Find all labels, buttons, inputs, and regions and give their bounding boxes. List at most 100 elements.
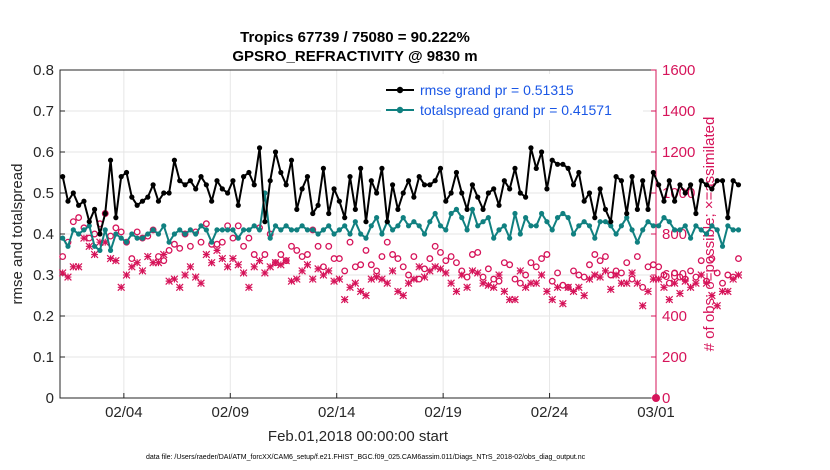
rmse-point [203, 182, 209, 188]
totalspread-point [698, 227, 704, 233]
y-left-tick-label: 0 [46, 390, 54, 407]
obs-assimilated-point [64, 273, 72, 281]
rmse-point [608, 219, 614, 225]
obs-assimilated-point [702, 279, 711, 288]
totalspread-point [246, 227, 252, 233]
rmse-point [193, 186, 199, 192]
totalspread-point [640, 227, 646, 233]
rmse-series [60, 145, 742, 237]
rmse-point [379, 165, 385, 171]
totalspread-point [549, 227, 555, 233]
obs-possible-point [719, 279, 726, 287]
obs-assimilated-point [665, 295, 674, 304]
rmse-point [166, 190, 172, 196]
rmse-point [230, 178, 236, 184]
y-right-tick-label: 1200 [662, 144, 695, 161]
obs-assimilated-point [112, 256, 120, 265]
obs-assimilated-point [580, 291, 588, 300]
y-left-tick-label: 0.2 [33, 308, 54, 325]
obs-assimilated-point [149, 258, 157, 267]
totalspread-point [171, 231, 178, 237]
obs-assimilated-point [223, 262, 232, 271]
legend-spread-label: totalspread grand pr = 0.41571 [420, 102, 612, 118]
legend-rmse-label: rmse grand pr = 0.51315 [420, 82, 574, 98]
obs-possible-point [570, 267, 577, 275]
rmse-point [209, 198, 215, 204]
obs-assimilated-point [122, 271, 131, 279]
obs-possible-point [250, 251, 258, 258]
obs-possible-point [591, 251, 599, 258]
obs-assimilated-point [128, 262, 136, 271]
obs-possible-point [261, 251, 269, 258]
rmse-point [97, 231, 103, 237]
obs-assimilated-point [282, 256, 290, 265]
rmse-point [86, 219, 92, 225]
rmse-point [624, 210, 630, 217]
totalspread-point [485, 215, 491, 221]
obs-assimilated-point [415, 262, 424, 271]
obs-assimilated-point [117, 283, 126, 292]
obs-assimilated-point [292, 275, 301, 283]
totalspread-point [421, 231, 428, 237]
legend-rmse-marker [396, 86, 404, 94]
obs-assimilated-point [74, 262, 83, 271]
obs-assimilated-point [255, 256, 264, 265]
obs-possible-point [69, 218, 77, 226]
rmse-point [342, 215, 348, 221]
obs-assimilated-point [516, 267, 525, 275]
rmse-point [171, 157, 178, 163]
obs-assimilated-point [649, 275, 658, 283]
obs-possible-point [373, 267, 381, 275]
obs-assimilated-point [356, 287, 365, 296]
obs-assimilated-point [441, 269, 450, 277]
rmse-point [299, 186, 305, 192]
obs-assimilated-point [234, 260, 243, 269]
obs-possible-point [697, 257, 705, 265]
obs-possible-point [234, 222, 242, 230]
rmse-point [315, 202, 321, 208]
rmse-point [129, 194, 135, 200]
rmse-point [336, 198, 342, 204]
obs-assimilated-point [181, 271, 189, 279]
rmse-point [177, 178, 183, 184]
obs-assimilated-point [697, 271, 706, 279]
obs-assimilated-point [388, 267, 397, 275]
rmse-point [187, 178, 193, 184]
rmse-point [139, 198, 146, 204]
obs-possible-point [170, 240, 178, 248]
obs-assimilated-point [734, 271, 743, 279]
rmse-point [225, 190, 231, 196]
totalspread-point [693, 223, 699, 229]
obs-possible-point [277, 251, 285, 258]
rmse-point [363, 219, 369, 225]
chart-title-line1: Tropics 67739 / 75080 = 90.222% [240, 29, 470, 46]
totalspread-point [214, 227, 220, 233]
obs-assimilated-point [186, 262, 195, 271]
obs-assimilated-point [207, 258, 216, 267]
totalspread-point [459, 215, 465, 221]
obs-possible-point [245, 234, 253, 242]
obs-assimilated-point [622, 279, 631, 288]
rmse-point [597, 186, 603, 192]
obs-possible-point [383, 238, 391, 246]
totalspread-point [597, 219, 603, 225]
rmse-point [384, 219, 390, 225]
obs-assimilated-point [159, 250, 168, 259]
totalspread-point [618, 223, 625, 229]
obs-possible-point [484, 265, 492, 273]
rmse-point [113, 215, 119, 221]
rmse-point [347, 174, 353, 180]
obs-assimilated-point [250, 262, 259, 271]
totalspread-point [411, 219, 417, 225]
totalspread-point [672, 227, 678, 233]
rmse-point [650, 169, 656, 176]
rmse-point [549, 157, 555, 163]
totalspread-point [219, 227, 225, 233]
obs-assimilated-point [521, 283, 530, 292]
totalspread-point [581, 219, 587, 225]
totalspread-point [230, 227, 236, 233]
obs-possible-point [176, 244, 184, 252]
obs-assimilated-point [239, 269, 248, 277]
totalspread-point [187, 227, 193, 233]
totalspread-point [374, 215, 380, 221]
